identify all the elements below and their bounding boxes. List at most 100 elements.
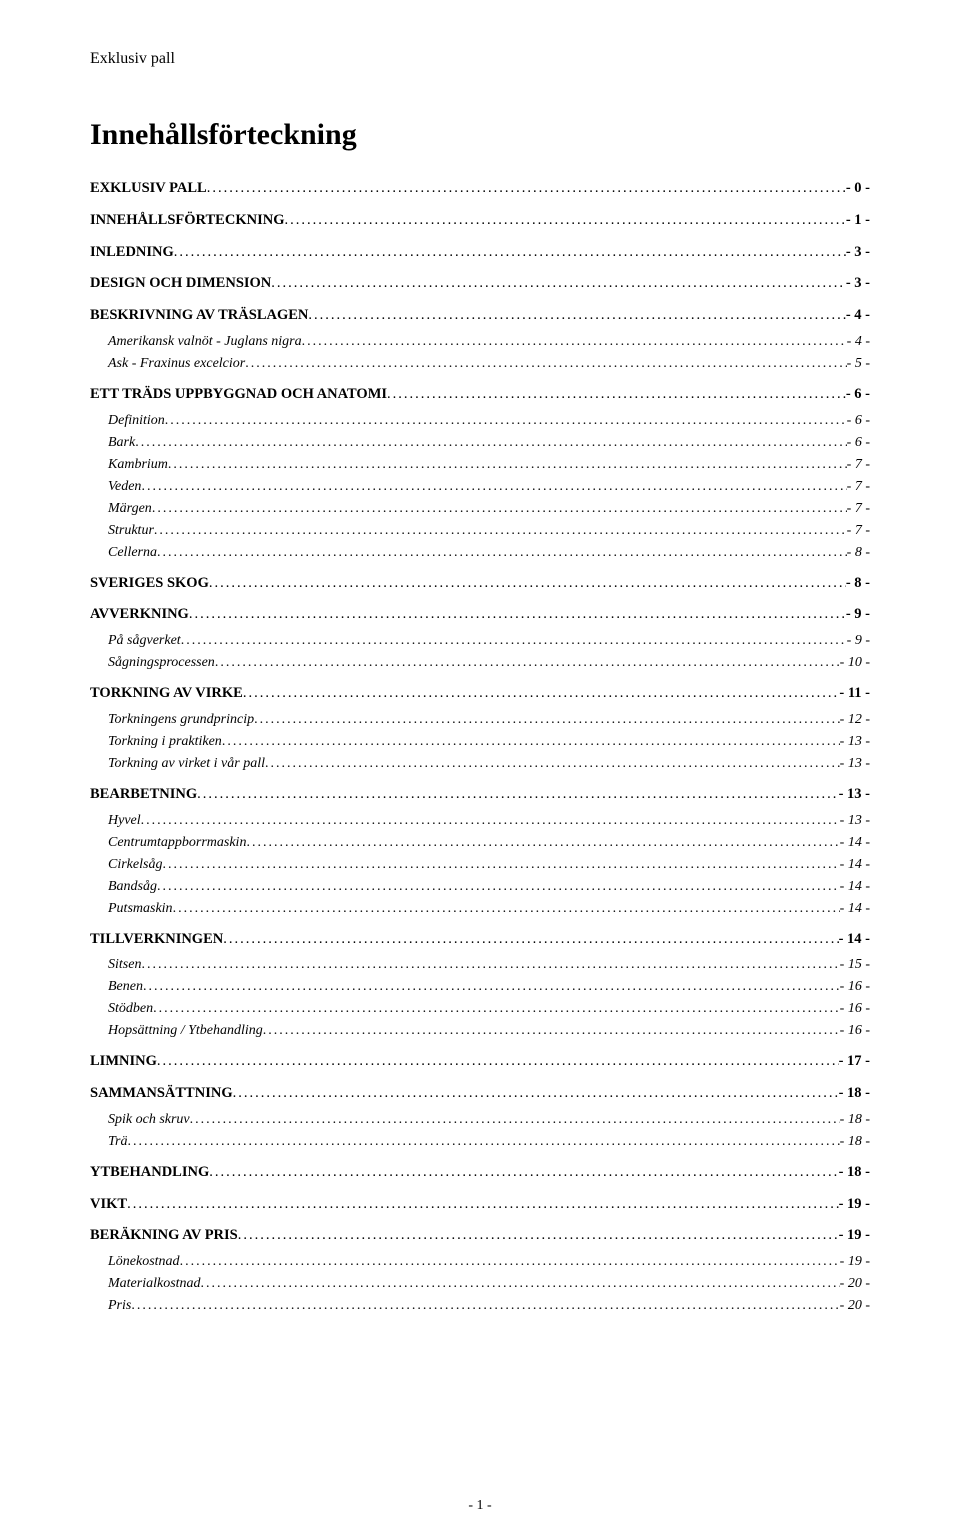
toc-page: - 7 - bbox=[847, 520, 870, 541]
toc-page: - 13 - bbox=[839, 784, 870, 806]
toc-row: INNEHÅLLSFÖRTECKNING- 1 - bbox=[90, 210, 870, 232]
toc-page: - 19 - bbox=[839, 1194, 870, 1216]
toc-row: Cellerna- 8 - bbox=[90, 542, 870, 563]
toc-leader-dots bbox=[238, 1225, 839, 1247]
toc-row: Struktur- 7 - bbox=[90, 520, 870, 541]
toc-leader-dots bbox=[254, 709, 840, 730]
toc-label: Benen bbox=[108, 976, 143, 997]
toc-label: YTBEHANDLING bbox=[90, 1162, 209, 1184]
toc-row: Torkning i praktiken- 13 - bbox=[90, 731, 870, 752]
toc-label: Bandsåg bbox=[108, 876, 157, 897]
toc-leader-dots bbox=[302, 331, 847, 352]
toc-leader-dots bbox=[201, 1273, 840, 1294]
toc-leader-dots bbox=[207, 178, 846, 200]
toc-page: - 4 - bbox=[847, 331, 870, 352]
toc-leader-dots bbox=[143, 976, 840, 997]
toc-page: - 15 - bbox=[840, 954, 870, 975]
toc-label: Definition bbox=[108, 410, 165, 431]
toc-label: Torkningens grundprincip bbox=[108, 709, 254, 730]
toc-page: - 14 - bbox=[840, 898, 870, 919]
toc-label: Kambrium bbox=[108, 454, 168, 475]
toc-leader-dots bbox=[157, 876, 840, 897]
toc-row: Veden- 7 - bbox=[90, 476, 870, 497]
toc-label: ETT TRÄDS UPPBYGGNAD OCH ANATOMI bbox=[90, 384, 387, 406]
toc-row: BESKRIVNING AV TRÄSLAGEN- 4 - bbox=[90, 305, 870, 327]
toc-page: - 16 - bbox=[840, 976, 870, 997]
toc-page: - 18 - bbox=[840, 1131, 870, 1152]
toc-row: Lönekostnad- 19 - bbox=[90, 1251, 870, 1272]
toc-label: TORKNING AV VIRKE bbox=[90, 683, 243, 705]
toc-row: Bark- 6 - bbox=[90, 432, 870, 453]
toc-row: Materialkostnad- 20 - bbox=[90, 1273, 870, 1294]
toc-row: VIKT- 19 - bbox=[90, 1194, 870, 1216]
toc-page: - 13 - bbox=[840, 753, 870, 774]
toc-row: Sågningsprocessen- 10 - bbox=[90, 652, 870, 673]
toc-row: Benen - 16 - bbox=[90, 976, 870, 997]
toc-leader-dots bbox=[162, 854, 839, 875]
toc-leader-dots bbox=[152, 498, 847, 519]
toc-page: - 14 - bbox=[839, 929, 870, 951]
toc-page: - 10 - bbox=[840, 652, 870, 673]
toc-row: AVVERKNING - 9 - bbox=[90, 604, 870, 626]
page-header: Exklusiv pall bbox=[90, 50, 870, 68]
toc-leader-dots bbox=[157, 542, 847, 563]
toc-label: AVVERKNING bbox=[90, 604, 189, 626]
toc-label: Pris bbox=[108, 1295, 131, 1316]
toc-page: - 7 - bbox=[847, 454, 870, 475]
toc-page: - 3 - bbox=[846, 273, 870, 295]
toc-row: Kambrium - 7 - bbox=[90, 454, 870, 475]
toc-leader-dots bbox=[168, 454, 847, 475]
toc-row: Cirkelsåg- 14 - bbox=[90, 854, 870, 875]
toc-row: Definition - 6 - bbox=[90, 410, 870, 431]
toc-row: Hopsättning / Ytbehandling- 16 - bbox=[90, 1020, 870, 1041]
toc-leader-dots bbox=[131, 1295, 839, 1316]
toc-leader-dots bbox=[181, 630, 847, 651]
toc-page: - 4 - bbox=[846, 305, 870, 327]
toc-page: - 12 - bbox=[840, 709, 870, 730]
toc-leader-dots bbox=[245, 353, 846, 374]
toc-label: På sågverket bbox=[108, 630, 181, 651]
toc-leader-dots bbox=[173, 898, 840, 919]
toc-page: - 11 - bbox=[839, 683, 870, 705]
toc-leader-dots bbox=[141, 476, 846, 497]
toc-label: Lönekostnad bbox=[108, 1251, 180, 1272]
toc-page: - 18 - bbox=[839, 1083, 870, 1105]
toc-leader-dots bbox=[209, 1162, 838, 1184]
toc-row: BEARBETNING- 13 - bbox=[90, 784, 870, 806]
toc-page: - 14 - bbox=[840, 832, 870, 853]
toc-row: Torkningens grundprincip - 12 - bbox=[90, 709, 870, 730]
toc-page: - 18 - bbox=[839, 1162, 870, 1184]
toc-leader-dots bbox=[308, 305, 845, 327]
toc-leader-dots bbox=[190, 1109, 840, 1130]
toc-page: - 1 - bbox=[846, 210, 870, 232]
page: Exklusiv pall Innehållsförteckning EXKLU… bbox=[0, 0, 960, 1536]
toc-container: EXKLUSIV PALL- 0 -INNEHÅLLSFÖRTECKNING- … bbox=[90, 178, 870, 1316]
toc-page: - 9 - bbox=[847, 630, 870, 651]
toc-row: TILLVERKNINGEN- 14 - bbox=[90, 929, 870, 951]
toc-label: LIMNING bbox=[90, 1051, 157, 1073]
toc-page: - 14 - bbox=[840, 854, 870, 875]
toc-leader-dots bbox=[141, 954, 839, 975]
toc-leader-dots bbox=[243, 683, 840, 705]
toc-label: BERÄKNING AV PRIS bbox=[90, 1225, 238, 1247]
toc-label: SVERIGES SKOG bbox=[90, 573, 209, 595]
toc-page: - 17 - bbox=[839, 1051, 870, 1073]
toc-page: - 6 - bbox=[847, 410, 870, 431]
toc-leader-dots bbox=[215, 652, 840, 673]
toc-label: Veden bbox=[108, 476, 141, 497]
toc-leader-dots bbox=[265, 753, 840, 774]
toc-label: Amerikansk valnöt - Juglans nigra bbox=[108, 331, 302, 352]
toc-page: - 8 - bbox=[846, 573, 870, 595]
toc-row: LIMNING - 17 - bbox=[90, 1051, 870, 1073]
toc-label: Stödben bbox=[108, 998, 153, 1019]
toc-row: Pris- 20 - bbox=[90, 1295, 870, 1316]
toc-page: - 3 - bbox=[846, 242, 870, 264]
toc-page: - 18 - bbox=[840, 1109, 870, 1130]
toc-row: SAMMANSÄTTNING- 18 - bbox=[90, 1083, 870, 1105]
toc-leader-dots bbox=[135, 432, 846, 453]
toc-label: Märgen bbox=[108, 498, 152, 519]
toc-page: - 9 - bbox=[846, 604, 870, 626]
toc-leader-dots bbox=[127, 1131, 839, 1152]
toc-leader-dots bbox=[271, 273, 846, 295]
toc-row: Hyvel- 13 - bbox=[90, 810, 870, 831]
